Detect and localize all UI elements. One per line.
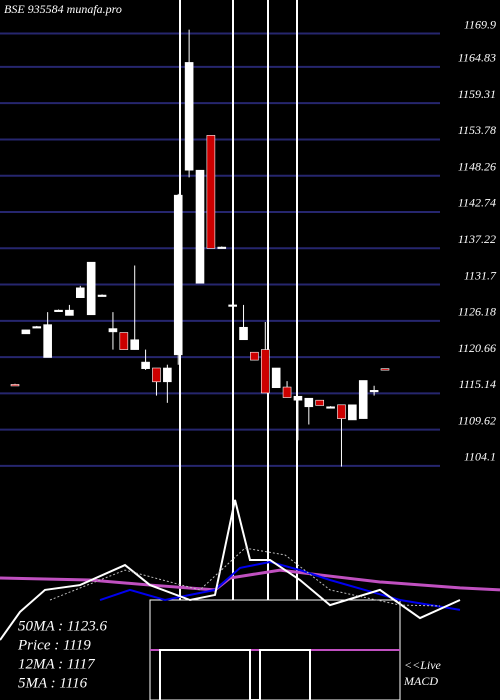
y-tick-label: 1153.78	[458, 123, 496, 137]
y-tick-label: 1169.9	[464, 17, 496, 31]
candle-body	[195, 169, 205, 284]
candle-body	[32, 326, 42, 329]
candle-body	[54, 309, 63, 312]
candle-body	[75, 287, 85, 298]
candle-body	[260, 349, 270, 394]
candle-body	[358, 380, 368, 419]
indicator-line	[0, 499, 461, 641]
candle-body	[348, 404, 357, 421]
y-tick-label: 1104.1	[464, 450, 496, 464]
candle-body	[65, 309, 74, 316]
candle-body	[250, 351, 259, 361]
y-tick-label: 1131.7	[464, 268, 497, 282]
candle-body	[163, 367, 172, 383]
indicator-line	[49, 547, 441, 607]
candle-body	[141, 361, 150, 369]
candle-body	[369, 390, 379, 393]
y-tick-label: 1142.74	[458, 196, 496, 210]
chart-title: BSE 935584 munafa.pro	[4, 2, 122, 16]
indicator-line	[0, 568, 500, 592]
candle-body	[108, 328, 118, 333]
candle-body	[304, 397, 314, 408]
macd-label: MACD	[403, 674, 438, 688]
candle-body	[315, 399, 325, 406]
y-tick-label: 1137.22	[458, 232, 496, 246]
candle-body	[86, 261, 96, 316]
candle-body	[326, 406, 335, 409]
candle-body	[184, 62, 194, 171]
legend-50ma: 50MA : 1123.6	[18, 618, 108, 634]
candle-body	[239, 326, 248, 341]
macd-line	[159, 649, 311, 700]
legend-5ma: 5MA : 1116	[18, 675, 88, 691]
candle-body	[43, 324, 52, 358]
candle-body	[282, 386, 292, 398]
y-tick-label: 1159.31	[458, 87, 496, 101]
candle-body	[130, 339, 140, 350]
candle-body	[152, 367, 161, 383]
y-tick-label: 1115.14	[459, 377, 496, 391]
candle-body	[206, 135, 216, 249]
candle-body	[217, 246, 227, 249]
candle-body	[119, 332, 129, 350]
y-tick-label: 1148.26	[458, 159, 496, 173]
candle-body	[10, 384, 20, 387]
candle-body	[293, 395, 303, 401]
y-tick-label: 1126.18	[458, 305, 496, 319]
legend-price: Price : 1119	[17, 637, 91, 653]
candle-body	[21, 329, 31, 335]
candle-body	[337, 404, 346, 419]
legend-12ma: 12MA : 1117	[18, 656, 96, 672]
candle-body	[271, 367, 281, 389]
y-tick-label: 1120.66	[458, 341, 496, 355]
live-label: <<Live	[404, 658, 442, 672]
y-tick-label: 1164.83	[458, 51, 496, 65]
candle-body	[97, 294, 107, 297]
candle-body	[380, 368, 390, 371]
y-tick-label: 1109.62	[458, 413, 496, 427]
candle-body	[228, 304, 237, 307]
indicator-line	[99, 560, 461, 611]
candle-body	[173, 194, 183, 356]
